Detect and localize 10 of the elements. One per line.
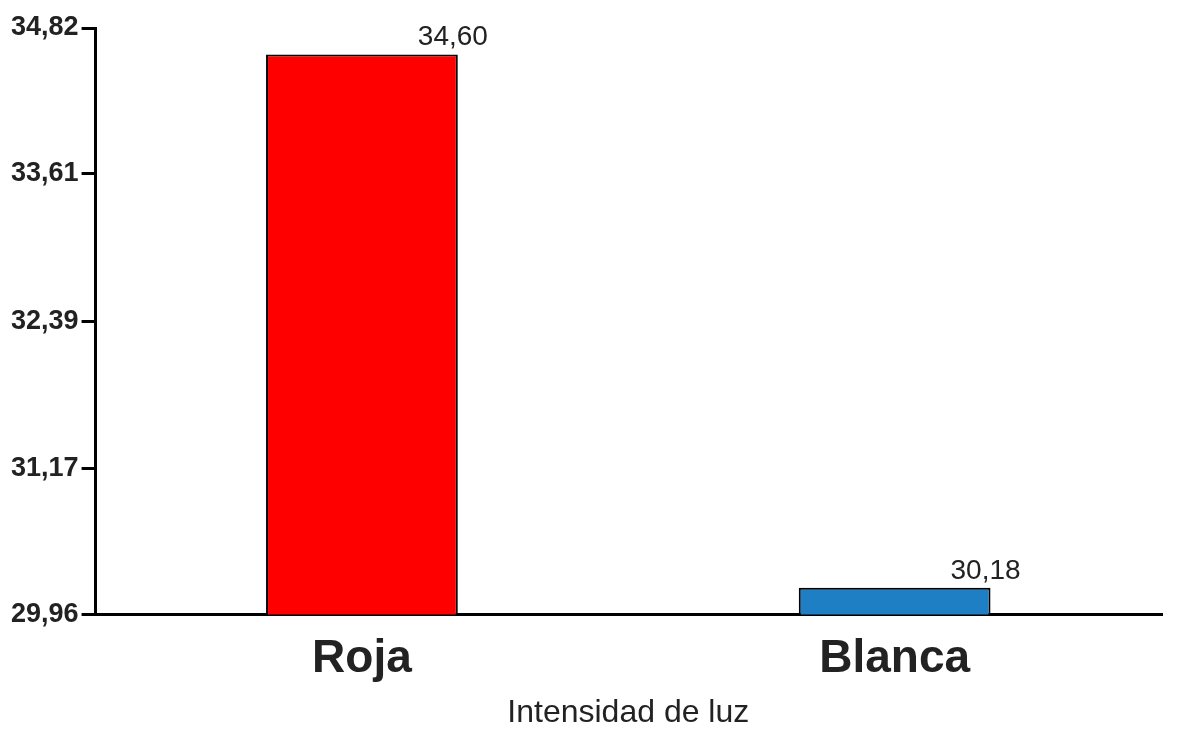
y-tick-label: 31,17 <box>10 451 79 482</box>
y-tick-label: 34,82 <box>10 11 79 42</box>
x-tick-label: Blanca <box>819 629 971 682</box>
y-tick-label: 33,61 <box>10 157 79 188</box>
y-tick-label: 32,39 <box>10 304 79 335</box>
data-label: 34,60 <box>417 20 488 52</box>
y-tick-label: 29,96 <box>10 597 79 628</box>
x-tick-label: Roja <box>312 629 413 682</box>
data-label: 30,18 <box>950 553 1021 585</box>
x-axis-title: Intensidad de luz <box>507 692 750 729</box>
